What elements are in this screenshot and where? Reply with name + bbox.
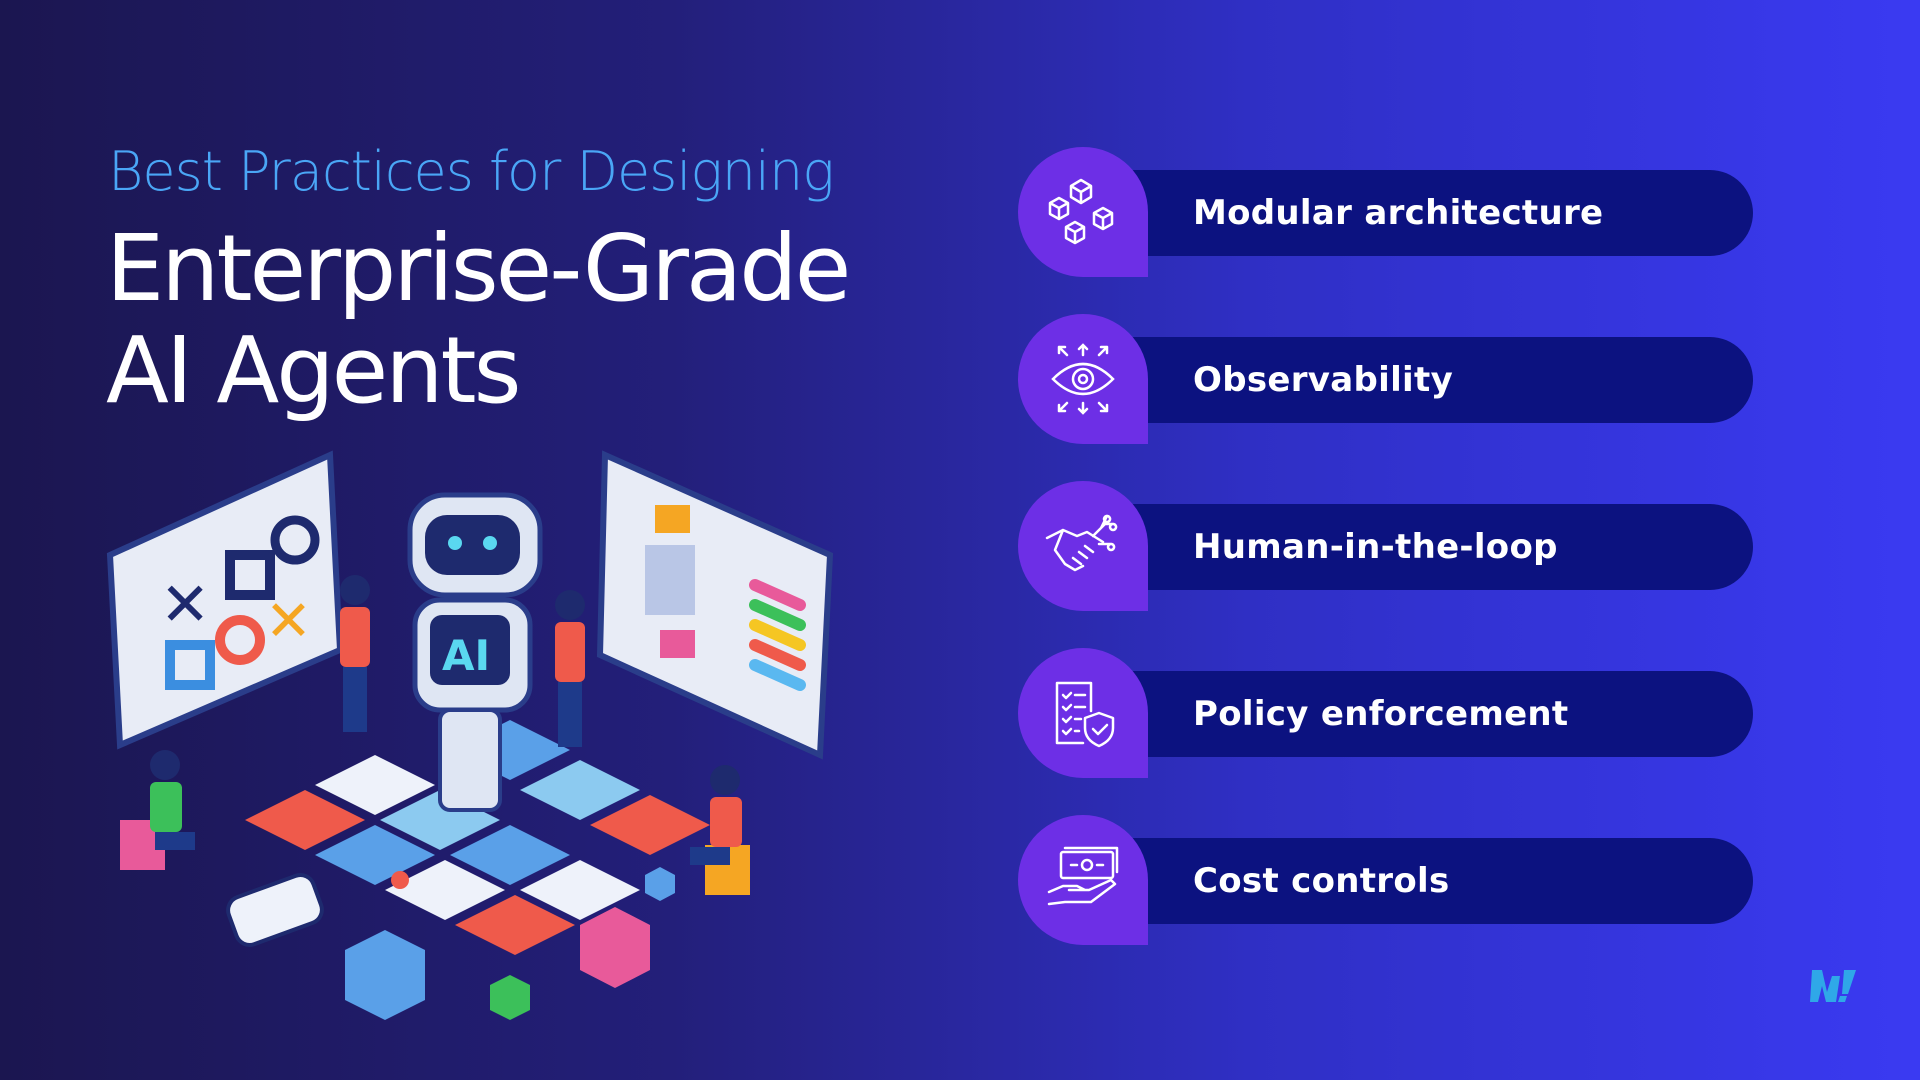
title-line-1: Enterprise-Grade: [106, 215, 851, 322]
page-title: Enterprise-Grade AI Agents: [106, 215, 851, 424]
money-hand-icon: [1018, 815, 1148, 945]
list-item-observability: Observability: [1018, 314, 1753, 444]
item-pill: [1128, 337, 1753, 423]
list-item-human-in-the-loop: Human-in-the-loop: [1018, 481, 1753, 611]
list-item-policy-enforcement: Policy enforcement: [1018, 648, 1753, 778]
robot-ai-label: AI: [442, 631, 490, 680]
item-label: Policy enforcement: [1193, 694, 1569, 734]
item-pill: [1128, 170, 1753, 256]
item-pill: [1128, 838, 1753, 924]
item-pill: [1128, 671, 1753, 757]
list-item-modular-architecture: Modular architecture: [1018, 147, 1753, 277]
ai-agents-illustration: ✕ ✕ AI: [106, 450, 834, 1020]
subtitle: Best Practices for Designing: [108, 140, 835, 203]
item-label: Cost controls: [1193, 861, 1450, 901]
handshake-icon: [1018, 481, 1148, 611]
svg-text:✕: ✕: [265, 589, 312, 654]
svg-text:✕: ✕: [160, 570, 210, 640]
item-pill: [1128, 504, 1753, 590]
list-item-cost-controls: Cost controls: [1018, 815, 1753, 945]
eye-icon: [1018, 314, 1148, 444]
brand-logo: [1810, 970, 1856, 1002]
item-label: Human-in-the-loop: [1193, 527, 1558, 567]
item-label: Observability: [1193, 360, 1454, 400]
checklist-shield-icon: [1018, 648, 1148, 778]
title-line-2: AI Agents: [106, 317, 522, 424]
item-label: Modular architecture: [1193, 193, 1604, 233]
cubes-icon: [1018, 147, 1148, 277]
